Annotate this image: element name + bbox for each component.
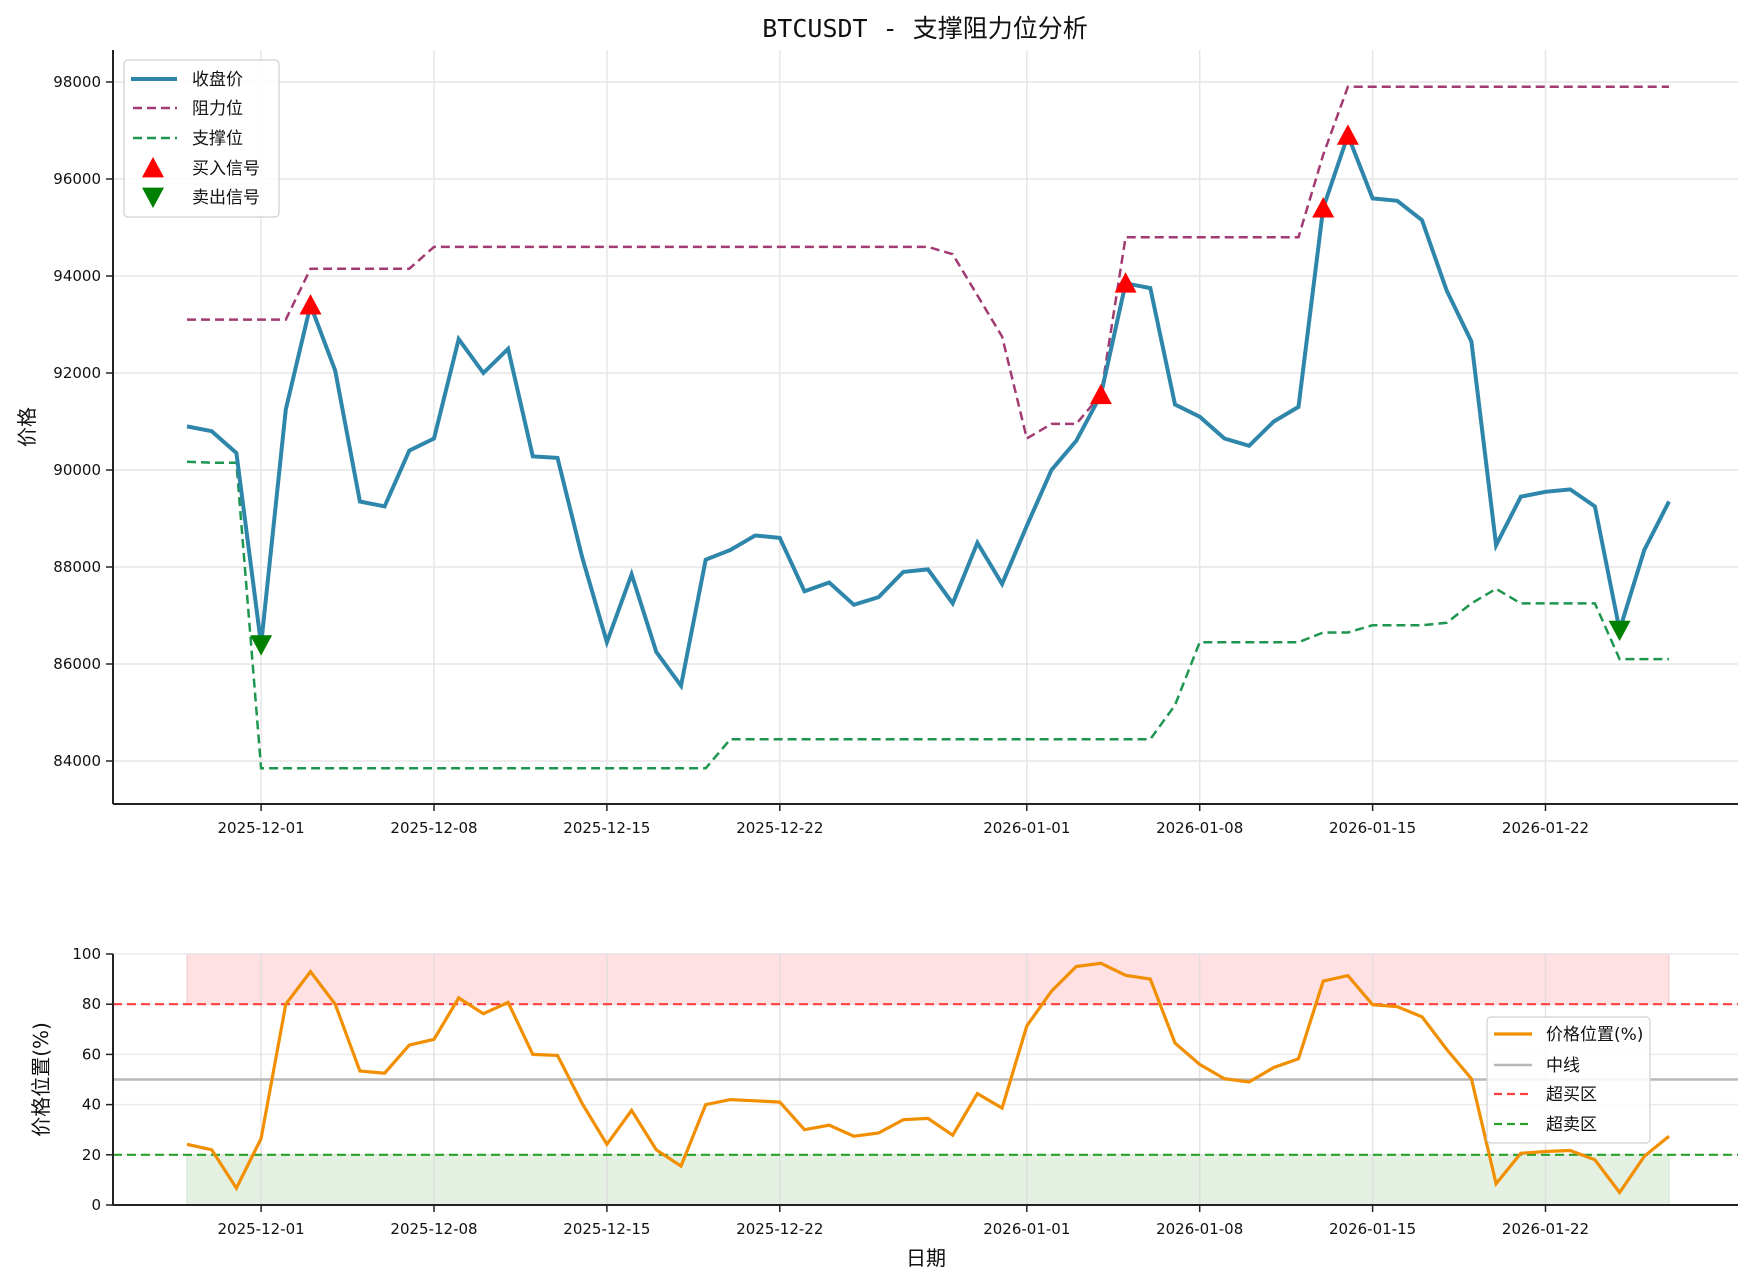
- y-tick-label: 60: [82, 1045, 101, 1063]
- buy-signal-marker: [1089, 383, 1112, 405]
- y-tick-label: 84000: [53, 752, 101, 770]
- x-tick-label: 2025-12-22: [736, 1220, 823, 1238]
- chart-title: BTCUSDT - 支撑阻力位分析: [762, 14, 1088, 43]
- x-tick-label: 2026-01-08: [1156, 819, 1243, 837]
- legend-label: 支撑位: [192, 129, 243, 149]
- x-tick-label: 2026-01-15: [1329, 819, 1416, 837]
- legend-label: 阻力位: [192, 99, 243, 119]
- x-tick-label: 2025-12-01: [218, 819, 305, 837]
- legend-label: 超买区: [1546, 1085, 1597, 1105]
- buy-signal-marker: [1312, 197, 1335, 218]
- y-tick-label: 90000: [53, 461, 101, 479]
- legend-box: [1486, 1016, 1651, 1144]
- y-tick-label: 86000: [53, 655, 101, 673]
- buy-signal-marker: [1114, 272, 1137, 293]
- x-axis-label: 日期: [906, 1246, 946, 1270]
- support-line: [186, 460, 1669, 770]
- y-tick-label: 80: [82, 995, 101, 1013]
- x-tick-label: 2026-01-01: [983, 819, 1070, 837]
- legend-label: 价格位置(%): [1546, 1025, 1643, 1045]
- y-tick-label: 96000: [53, 170, 101, 188]
- x-tick-label: 2026-01-15: [1329, 1220, 1416, 1238]
- x-tick-label: 2025-12-15: [563, 819, 650, 837]
- legend-sell-icon: [142, 187, 164, 208]
- y-axis-label: 价格: [15, 407, 39, 447]
- legend-buy-icon: [142, 157, 164, 178]
- x-tick-label: 2026-01-08: [1156, 1220, 1243, 1238]
- position-plot: 0 20 40 60 80 100 2025-12-01 2025-12-08 2025-12-…: [29, 945, 1738, 1270]
- y-axis-label: 价格位置(%): [29, 1022, 53, 1137]
- x-tick-label: 2026-01-01: [983, 1220, 1070, 1238]
- sell-signal-marker: [1608, 620, 1631, 642]
- price-plot: 84000 86000 88000 90000 92000 94000 96000 98000…: [15, 50, 1738, 837]
- y-tick-label: 98000: [53, 73, 101, 91]
- x-tick-label: 2025-12-15: [563, 1220, 650, 1238]
- sell-signal-marker: [250, 635, 273, 656]
- buy-signal-marker: [299, 294, 322, 315]
- price-position-line: [186, 961, 1671, 1196]
- x-tick-label: 2025-12-08: [390, 1220, 477, 1238]
- x-tick-label: 2025-12-22: [736, 819, 823, 837]
- y-tick-label: 94000: [53, 267, 101, 285]
- legend-label: 买入信号: [192, 159, 260, 179]
- buy-signal-marker: [1336, 124, 1359, 145]
- y-tick-label: 92000: [53, 364, 101, 382]
- y-tick-label: 0: [91, 1196, 101, 1214]
- legend-box: [123, 59, 280, 218]
- x-tick-label: 2025-12-08: [390, 819, 477, 837]
- resistance-line: [187, 85, 1669, 441]
- x-tick-label: 2026-01-22: [1502, 819, 1589, 837]
- close-price-line: [186, 129, 1671, 691]
- legend-label: 收盘价: [192, 70, 243, 90]
- y-tick-label: 100: [72, 945, 101, 963]
- overbought-zone: [186, 953, 1670, 1005]
- legend-label: 卖出信号: [192, 188, 260, 208]
- x-tick-label: 2026-01-22: [1502, 1220, 1589, 1238]
- y-tick-label: 88000: [53, 558, 101, 576]
- legend-label: 超卖区: [1546, 1115, 1597, 1135]
- oversold-zone: [186, 1154, 1670, 1206]
- legend-label: 中线: [1546, 1056, 1580, 1076]
- y-tick-label: 20: [82, 1146, 101, 1164]
- x-tick-label: 2025-12-01: [218, 1220, 305, 1238]
- y-tick-label: 40: [82, 1096, 101, 1114]
